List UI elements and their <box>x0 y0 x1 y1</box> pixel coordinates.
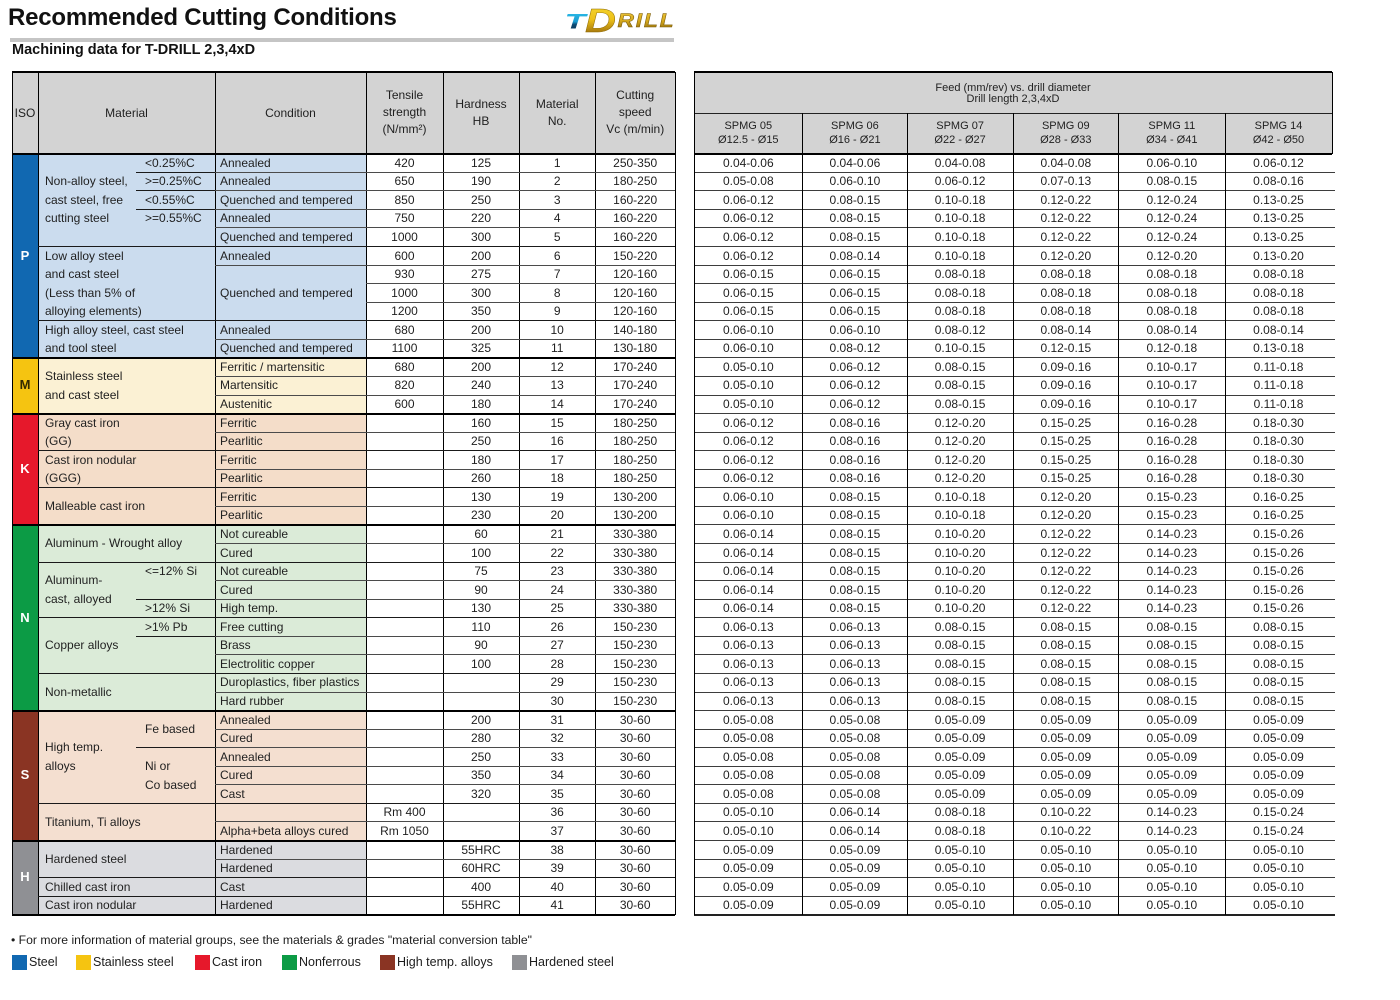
svg-text:D: D <box>585 5 616 35</box>
svg-text:RILL: RILL <box>618 11 676 32</box>
svg-text:T: T <box>565 10 589 34</box>
